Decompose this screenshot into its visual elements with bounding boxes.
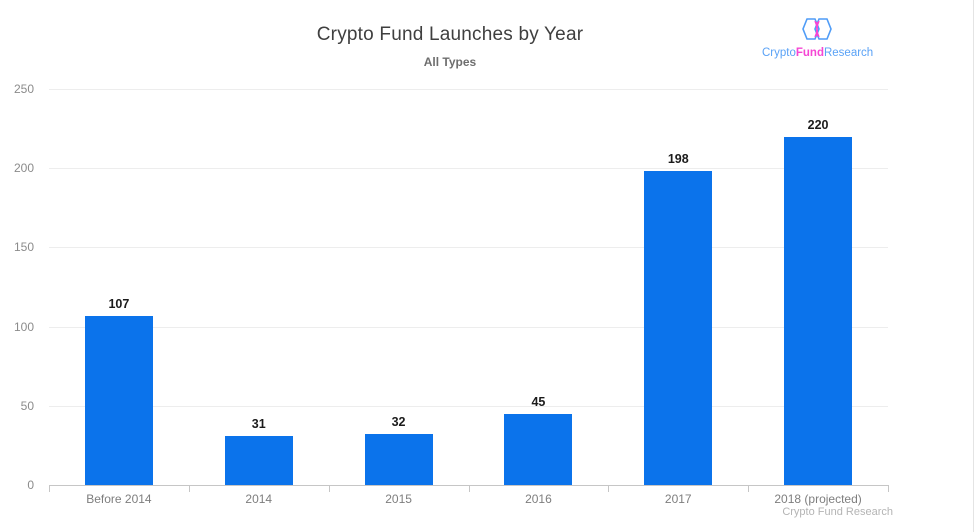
x-axis-category-label: 2014: [245, 492, 273, 506]
chart-title: Crypto Fund Launches by Year: [316, 24, 584, 45]
bar-2014[interactable]: [224, 435, 293, 485]
bar-2017[interactable]: [644, 171, 713, 485]
bar-value-label: 45: [531, 394, 546, 409]
chart-header: Crypto Fund Launches by Year All Types: [0, 0, 900, 69]
bar-2018-projected[interactable]: [784, 136, 853, 485]
y-gridline: [49, 168, 888, 170]
bar-column: 32: [329, 89, 469, 485]
bar-2016[interactable]: [504, 413, 573, 485]
bar-value-label: 107: [108, 296, 130, 311]
logo-text-research: Research: [823, 47, 874, 59]
bar-before-2014[interactable]: [84, 315, 153, 485]
page-right-border: [973, 0, 974, 532]
y-gridline: [49, 89, 888, 90]
y-axis-tick-label: 250: [13, 82, 34, 96]
bar-value-label: 220: [807, 117, 829, 132]
cryptofund-research-logo[interactable]: CryptoFundResearch: [762, 17, 874, 59]
cryptofund-logo-icon: [798, 18, 836, 45]
logo-text-crypto: Crypto: [762, 47, 796, 59]
x-axis-tick: [49, 485, 50, 492]
y-gridline: [49, 326, 888, 328]
y-axis-tick-label: 100: [13, 319, 34, 334]
y-axis-tick-label: 50: [20, 398, 34, 413]
x-axis-tick: [608, 485, 610, 492]
chart-subtitle: All Types: [423, 55, 477, 69]
bar-column: 107: [49, 89, 189, 485]
plot-area: 107 31 32 45 198 220: [49, 89, 889, 492]
bar-column: 45: [469, 89, 609, 485]
x-axis-tick: [188, 485, 190, 492]
bar-2015[interactable]: [364, 434, 433, 485]
x-axis-tick: [748, 485, 750, 492]
chart-attribution: Crypto Fund Research: [782, 506, 893, 518]
logo-text: CryptoFundResearch: [762, 47, 874, 59]
bar-value-label: 32: [391, 415, 406, 430]
x-axis-category-label: 2016: [525, 492, 552, 506]
bar-column: 220: [748, 89, 888, 485]
bar-value-label: 31: [251, 416, 266, 431]
bar-column: 31: [189, 89, 329, 485]
y-gridline: [49, 405, 888, 407]
x-axis-category-label: 2015: [385, 492, 412, 506]
bar-column: 198: [608, 89, 748, 485]
y-axis-tick-label: 150: [13, 240, 34, 255]
x-axis-tick: [468, 485, 470, 492]
y-axis-tick-label: 0: [27, 478, 34, 492]
x-axis-category-label: Before 2014: [86, 492, 152, 506]
x-axis-category-label: 2018 (projected): [774, 492, 862, 506]
x-axis-category-label: 2017: [664, 492, 692, 506]
y-axis-tick-label: 200: [13, 161, 34, 176]
bar-value-label: 198: [667, 152, 689, 167]
y-gridline: [49, 247, 888, 249]
x-axis-tick: [328, 485, 330, 492]
logo-text-fund: Fund: [795, 47, 824, 59]
x-axis-tick: [888, 485, 889, 492]
